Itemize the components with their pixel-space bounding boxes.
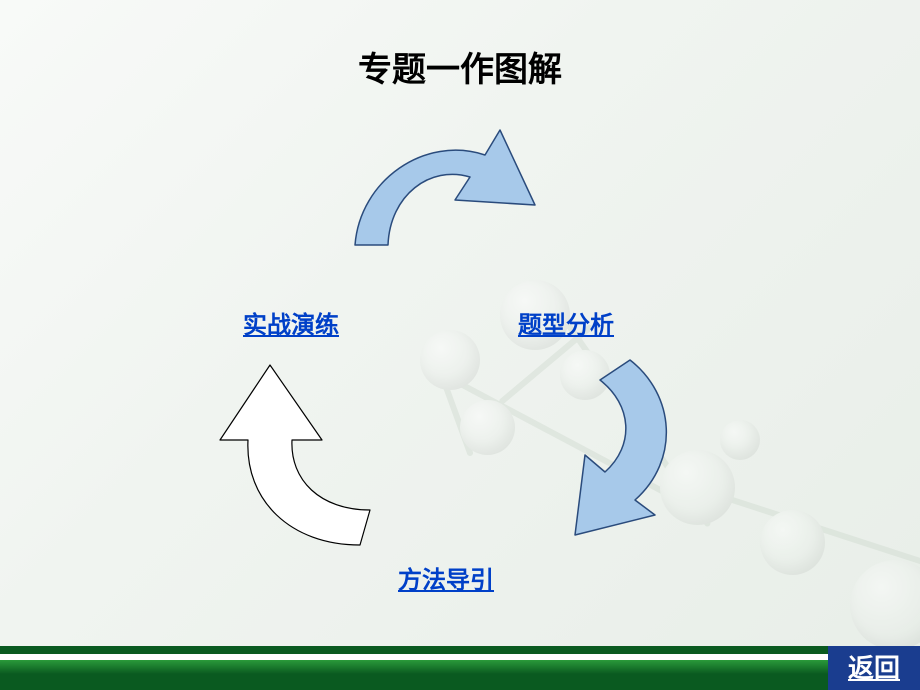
- link-method[interactable]: 方法导引: [398, 560, 494, 595]
- link-practice[interactable]: 实战演练: [243, 305, 339, 340]
- arrow-top: [340, 125, 540, 295]
- return-button[interactable]: 返回: [828, 646, 920, 690]
- cycle-diagram: 实战演练 题型分析 方法导引: [0, 0, 920, 690]
- arrow-left: [210, 360, 390, 560]
- footer-bar: 返回: [0, 646, 920, 690]
- link-analysis[interactable]: 题型分析: [518, 305, 614, 340]
- slide: 专题一作图解 实战演练 题型分析 方法导引 返回: [0, 0, 920, 690]
- arrow-right: [520, 350, 680, 540]
